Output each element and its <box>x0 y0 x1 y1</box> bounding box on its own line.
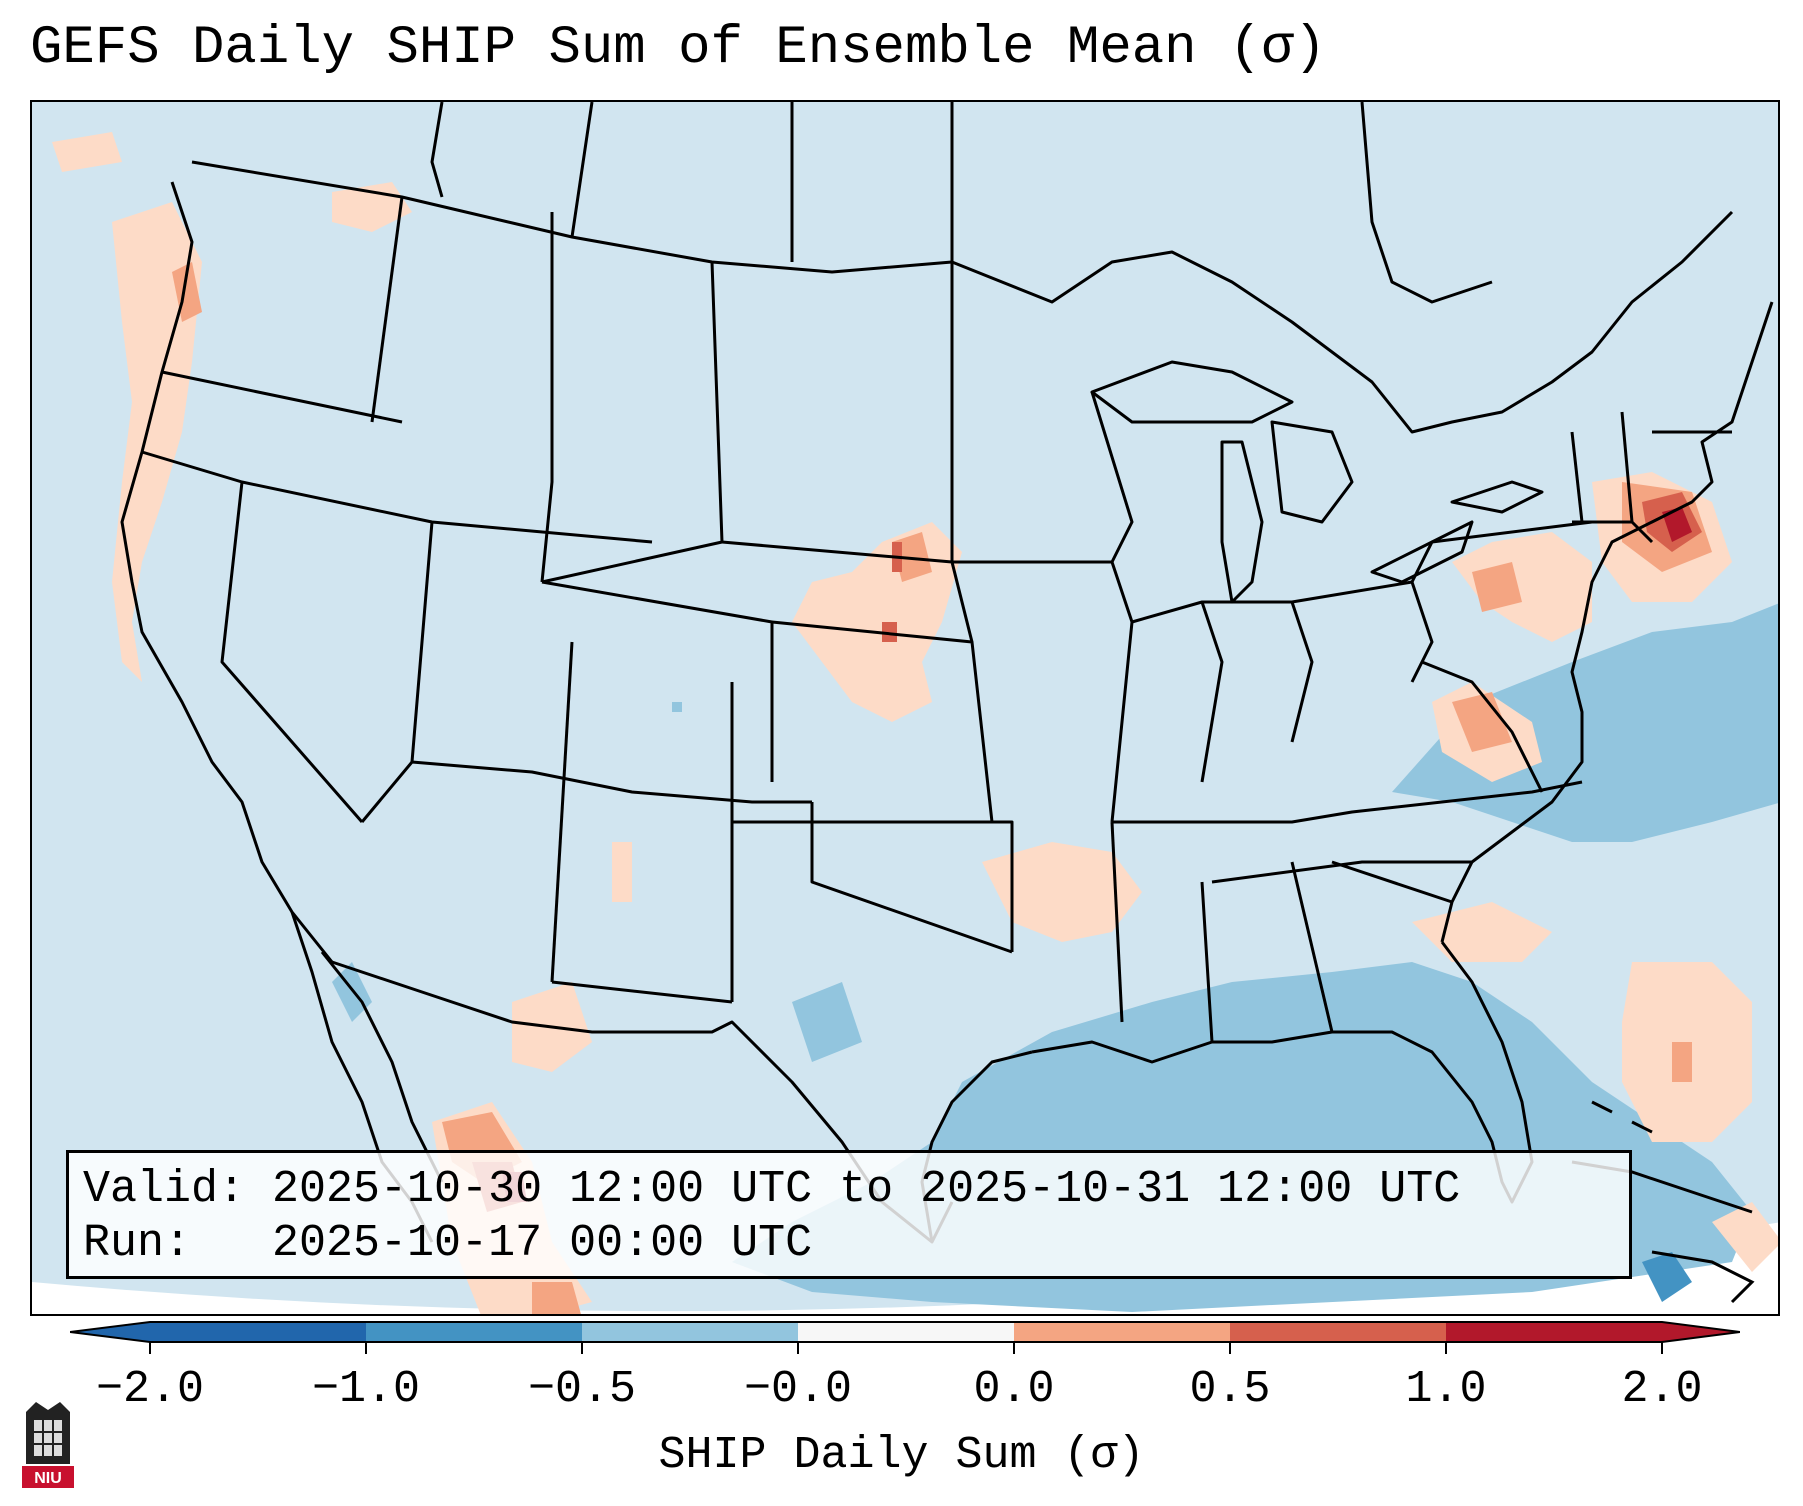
niu-logo-icon: NIU <box>18 1392 78 1492</box>
colorbar-tick-label: 2.0 <box>1621 1364 1703 1415</box>
colorbar-left-extend <box>70 1322 150 1342</box>
run-time-text: Run: 2025-10-17 00:00 UTC <box>83 1218 813 1269</box>
colorbar-right-extend <box>1662 1322 1740 1342</box>
colorbar-segment <box>366 1322 582 1342</box>
colorbar-tick-labels: −2.0 −1.0 −0.5 −0.0 0.0 0.5 1.0 2.0 <box>0 1364 1803 1424</box>
colorbar-segment <box>1014 1322 1230 1342</box>
map-title: GEFS Daily SHIP Sum of Ensemble Mean (σ) <box>30 18 1327 79</box>
map-panel <box>30 100 1780 1316</box>
map-canvas <box>32 102 1778 1314</box>
colorbar-tick-label: −1.0 <box>311 1364 421 1415</box>
colorbar-segment <box>798 1322 1014 1342</box>
colorbar-segment <box>150 1322 366 1342</box>
colorbar-tick-label: 0.0 <box>973 1364 1055 1415</box>
colorbar-tick-label: −0.0 <box>743 1364 853 1415</box>
colorbar-tick-label: −2.0 <box>95 1364 205 1415</box>
colorbar-tick-label: 1.0 <box>1405 1364 1487 1415</box>
colorbar-segment <box>582 1322 798 1342</box>
valid-run-info-box: Valid: 2025-10-30 12:00 UTC to 2025-10-3… <box>66 1150 1632 1279</box>
colorbar-ticks <box>149 1342 1663 1354</box>
political-boundaries <box>120 102 1774 1244</box>
colorbar-title: SHIP Daily Sum (σ) <box>658 1430 1145 1481</box>
colorbar-tick-label: 0.5 <box>1189 1364 1271 1415</box>
logo-text: NIU <box>34 1470 62 1487</box>
valid-time-text: Valid: 2025-10-30 12:00 UTC to 2025-10-3… <box>83 1164 1461 1215</box>
colorbar-tick-label: −0.5 <box>527 1364 637 1415</box>
colorbar-segment <box>1446 1322 1662 1342</box>
colorbar-segment <box>1230 1322 1446 1342</box>
strong-negative-areas <box>1642 1252 1692 1302</box>
